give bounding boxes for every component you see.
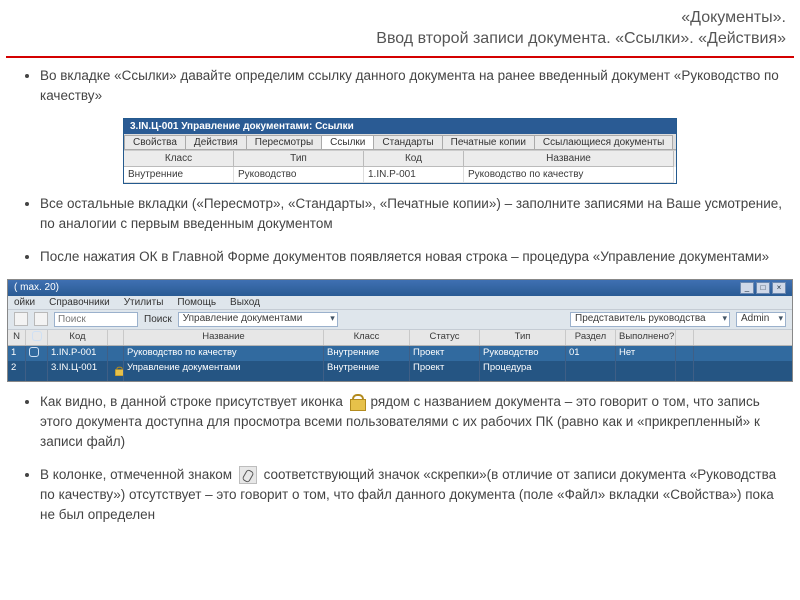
body-list-3: Как видно, в данной строке присутствует …: [0, 392, 800, 526]
cell-class: Внутренние: [324, 346, 410, 361]
search-input[interactable]: [54, 312, 138, 327]
cell-section: 01: [566, 346, 616, 361]
tab-standards[interactable]: Стандарты: [373, 135, 442, 149]
col-done: Выполнено?: [616, 330, 676, 345]
lock-icon: [115, 366, 124, 376]
tab-revisions[interactable]: Пересмотры: [246, 135, 322, 149]
links-grid-header: Класс Тип Код Название: [124, 150, 676, 167]
tab-referencing[interactable]: Ссылающиеся документы: [534, 135, 673, 149]
tab-links[interactable]: Ссылки: [321, 135, 374, 149]
tabstrip: Свойства Действия Пересмотры Ссылки Стан…: [124, 134, 676, 150]
toolbar: Поиск Управление документами Представите…: [8, 309, 792, 330]
maximize-button[interactable]: □: [756, 282, 770, 294]
cell-n: 2: [8, 361, 26, 381]
links-grid-row[interactable]: Внутренние Руководство 1.IN.Р-001 Руково…: [124, 167, 676, 183]
title-line-2: Ввод второй записи документа. «Ссылки». …: [14, 29, 786, 50]
window-links-dialog: 3.IN.Ц-001 Управление документами: Ссылк…: [123, 118, 677, 184]
main-grid-header: N Код Название Класс Статус Тип Раздел В…: [8, 330, 792, 346]
minimize-button[interactable]: _: [740, 282, 754, 294]
table-row[interactable]: 1 1.IN.Р-001 Руководство по качеству Вну…: [8, 346, 792, 361]
dropdown-user[interactable]: Admin: [736, 312, 786, 327]
dropdown-role[interactable]: Представитель руководства: [570, 312, 730, 327]
cell-clip: [26, 361, 48, 381]
cell-status: Проект: [410, 346, 480, 361]
col-pad: [108, 330, 124, 345]
col-section: Раздел: [566, 330, 616, 345]
cell-type: Руководство: [480, 346, 566, 361]
bullet-1: Во вкладке «Ссылки» давайте определим сс…: [40, 66, 786, 107]
tab-properties[interactable]: Свойства: [124, 135, 186, 149]
menu-refs[interactable]: Справочники: [49, 297, 110, 308]
cell-code: 3.IN.Ц-001: [48, 361, 108, 381]
cell-code: 1.IN.Р-001: [48, 346, 108, 361]
search-button[interactable]: Поиск: [144, 314, 172, 325]
body-list: Во вкладке «Ссылки» давайте определим сс…: [0, 66, 800, 107]
col-status: Статус: [410, 330, 480, 345]
bullet-5: В колонке, отмеченной знаком соответству…: [40, 465, 786, 526]
col-class: Класс: [324, 330, 410, 345]
col-code: Код: [48, 330, 108, 345]
cell-pad: [108, 346, 124, 361]
slide-title: «Документы». Ввод второй записи документ…: [0, 0, 800, 54]
menubar: ойки Справочники Утилиты Помощь Выход: [8, 296, 792, 309]
toolbar-icon-2[interactable]: [34, 312, 48, 326]
cell-code: 1.IN.Р-001: [364, 167, 464, 183]
tab-actions[interactable]: Действия: [185, 135, 247, 149]
cell-pad: [108, 361, 124, 381]
main-titlebar: ( max. 20) _ □ ×: [8, 280, 792, 296]
col-code: Код: [364, 151, 464, 167]
cell-type: Руководство: [234, 167, 364, 183]
cell-name: Управление документами: [124, 361, 324, 381]
bullet-4: Как видно, в данной строке присутствует …: [40, 392, 786, 453]
body-list-2: Все остальные вкладки («Пересмотр», «Ста…: [0, 194, 800, 267]
col-class: Класс: [124, 151, 234, 167]
col-type: Тип: [480, 330, 566, 345]
cell-status: Проект: [410, 361, 480, 381]
menu-settings[interactable]: ойки: [14, 297, 35, 308]
cell-clip: [26, 346, 48, 361]
titlebar-text: ( max. 20): [14, 282, 59, 293]
menu-utilities[interactable]: Утилиты: [124, 297, 164, 308]
title-line-1: «Документы».: [14, 8, 786, 29]
cell-section: [566, 361, 616, 381]
col-n: N: [8, 330, 26, 345]
cell-done: Нет: [616, 346, 676, 361]
bullet-3: После нажатия ОК в Главной Форме докумен…: [40, 247, 786, 267]
window-main-form: ( max. 20) _ □ × ойки Справочники Утилит…: [7, 279, 793, 382]
paperclip-icon: [29, 347, 39, 357]
cell-class: Внутренние: [324, 361, 410, 381]
cell-class: Внутренние: [124, 167, 234, 183]
menu-help[interactable]: Помощь: [177, 297, 216, 308]
col-name: Название: [124, 330, 324, 345]
cell-n: 1: [8, 346, 26, 361]
paperclip-col-icon: [32, 331, 42, 341]
col-type: Тип: [234, 151, 364, 167]
menu-exit[interactable]: Выход: [230, 297, 260, 308]
col-name: Название: [464, 151, 674, 167]
title-underline: [6, 56, 794, 58]
col-clip: [26, 330, 48, 345]
paperclip-icon: [239, 466, 257, 484]
close-button[interactable]: ×: [772, 282, 786, 294]
window-title: 3.IN.Ц-001 Управление документами: Ссылк…: [124, 119, 676, 134]
bullet-2: Все остальные вкладки («Пересмотр», «Ста…: [40, 194, 786, 235]
cell-scroll: [676, 361, 694, 381]
cell-done: [616, 361, 676, 381]
col-scroll: [676, 330, 694, 345]
table-row[interactable]: 2 3.IN.Ц-001 Управление документами Внут…: [8, 361, 792, 381]
dropdown-doc-type[interactable]: Управление документами: [178, 312, 338, 327]
cell-scroll: [676, 346, 694, 361]
tab-printed[interactable]: Печатные копии: [442, 135, 535, 149]
cell-name: Руководство по качеству: [464, 167, 674, 183]
lock-icon: [349, 393, 365, 411]
cell-type: Процедура: [480, 361, 566, 381]
cell-name: Руководство по качеству: [124, 346, 324, 361]
toolbar-icon-1[interactable]: [14, 312, 28, 326]
